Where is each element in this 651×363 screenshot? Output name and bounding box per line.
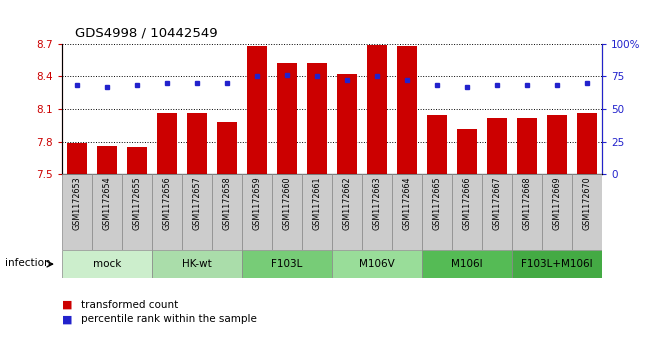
Text: HK-wt: HK-wt: [182, 259, 212, 269]
Bar: [452, 174, 482, 250]
Bar: [572, 174, 602, 250]
Text: transformed count: transformed count: [81, 300, 178, 310]
Bar: [277, 63, 297, 174]
Text: GSM1172655: GSM1172655: [132, 176, 141, 230]
Bar: [518, 118, 537, 174]
Bar: [427, 115, 447, 174]
Bar: [67, 143, 87, 174]
Text: GSM1172669: GSM1172669: [553, 176, 562, 230]
Text: GSM1172658: GSM1172658: [223, 176, 232, 230]
Bar: [512, 174, 542, 250]
Bar: [122, 174, 152, 250]
Text: M106I: M106I: [451, 259, 483, 269]
Text: GSM1172653: GSM1172653: [72, 176, 81, 230]
Text: mock: mock: [92, 259, 121, 269]
Text: GSM1172657: GSM1172657: [193, 176, 201, 230]
Text: ■: ■: [62, 300, 72, 310]
Bar: [92, 174, 122, 250]
Bar: [332, 250, 422, 278]
Bar: [307, 63, 327, 174]
Bar: [217, 122, 237, 174]
Text: GSM1172654: GSM1172654: [102, 176, 111, 230]
Bar: [367, 45, 387, 174]
Bar: [422, 250, 512, 278]
Bar: [332, 174, 362, 250]
Bar: [97, 146, 117, 174]
Text: infection: infection: [5, 258, 51, 268]
Text: GSM1172663: GSM1172663: [372, 176, 381, 230]
Bar: [127, 147, 146, 174]
Bar: [542, 174, 572, 250]
Text: GSM1172659: GSM1172659: [253, 176, 262, 230]
Text: ■: ■: [62, 314, 72, 325]
Text: GSM1172662: GSM1172662: [342, 176, 352, 230]
Bar: [392, 174, 422, 250]
Bar: [458, 129, 477, 174]
Bar: [272, 174, 302, 250]
Bar: [488, 118, 507, 174]
Text: M106V: M106V: [359, 259, 395, 269]
Bar: [62, 174, 92, 250]
Bar: [212, 174, 242, 250]
Text: GSM1172670: GSM1172670: [583, 176, 592, 230]
Text: GSM1172656: GSM1172656: [162, 176, 171, 230]
Bar: [482, 174, 512, 250]
Bar: [302, 174, 332, 250]
Bar: [547, 115, 567, 174]
Bar: [242, 174, 272, 250]
Bar: [152, 250, 242, 278]
Text: F103L+M106I: F103L+M106I: [521, 259, 593, 269]
Bar: [152, 174, 182, 250]
Bar: [182, 174, 212, 250]
Bar: [512, 250, 602, 278]
Bar: [62, 250, 152, 278]
Bar: [362, 174, 392, 250]
Bar: [577, 113, 597, 174]
Text: GSM1172665: GSM1172665: [432, 176, 441, 230]
Bar: [242, 250, 332, 278]
Bar: [187, 113, 206, 174]
Bar: [422, 174, 452, 250]
Text: GSM1172664: GSM1172664: [402, 176, 411, 230]
Bar: [397, 46, 417, 174]
Text: GDS4998 / 10442549: GDS4998 / 10442549: [75, 27, 217, 40]
Text: F103L: F103L: [271, 259, 303, 269]
Text: GSM1172668: GSM1172668: [523, 176, 532, 230]
Bar: [247, 46, 267, 174]
Text: GSM1172661: GSM1172661: [312, 176, 322, 230]
Bar: [157, 113, 176, 174]
Text: GSM1172660: GSM1172660: [283, 176, 292, 230]
Text: percentile rank within the sample: percentile rank within the sample: [81, 314, 257, 325]
Text: GSM1172667: GSM1172667: [493, 176, 502, 230]
Bar: [337, 74, 357, 174]
Text: GSM1172666: GSM1172666: [463, 176, 471, 230]
